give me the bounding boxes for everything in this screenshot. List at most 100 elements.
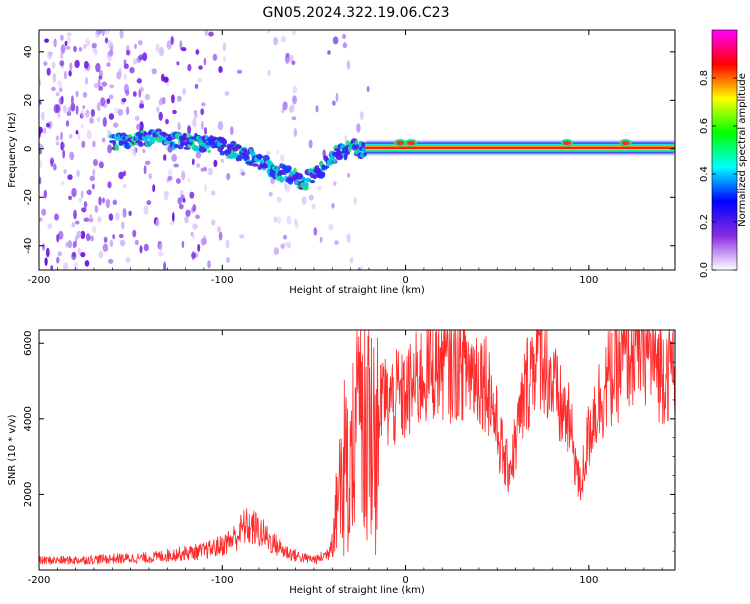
spectrogram-speckle — [138, 54, 144, 61]
spectrogram-speckle — [152, 184, 156, 193]
spectrogram-speckle — [144, 93, 151, 101]
spectrogram-speckle — [203, 126, 208, 135]
spectrogram-speckle — [45, 122, 51, 128]
spectrogram-speckle — [171, 153, 177, 162]
spectrogram-speckle — [196, 163, 201, 168]
colorbar-tick-label: 0.8 — [699, 70, 710, 86]
spectrogram-speckle — [268, 191, 273, 197]
spectrogram-speckle — [187, 178, 191, 183]
spectrogram-frame — [38, 29, 676, 271]
spectrogram-speckle — [78, 197, 83, 203]
spectrogram-carrier-bump — [562, 140, 571, 145]
spectrogram-speckle — [97, 216, 102, 223]
spectrogram-speckle — [39, 159, 43, 169]
spectrogram-speckle — [167, 175, 173, 181]
spectrogram-speckle — [203, 57, 207, 66]
spectrogram-carrier-band — [365, 146, 675, 150]
spectrogram-speckle — [207, 167, 214, 176]
spectrogram-speckle — [276, 196, 282, 203]
spectrogram-speckle — [294, 218, 298, 224]
spectrogram-speckle — [107, 50, 114, 57]
spectrogram-speckle — [119, 30, 124, 39]
spectrogram-speckle — [43, 61, 48, 66]
spectrogram-speckle — [83, 201, 88, 208]
spectrogram-speckle — [39, 217, 43, 222]
spectrogram-speckle — [97, 78, 101, 89]
spectrogram-speckle — [75, 90, 79, 98]
spectrogram-speckle — [104, 37, 109, 44]
spectrogram-speckle — [134, 115, 140, 121]
spectrogram-speckle — [157, 251, 164, 257]
spectrogram-speckle — [89, 175, 96, 182]
snr-x-tick-label: -100 — [211, 575, 234, 586]
spectrogram-speckle — [155, 43, 160, 53]
spectrogram-speckle — [158, 111, 163, 121]
spectrogram-speckle — [69, 151, 75, 161]
spectrogram-ridge-blob — [222, 144, 227, 148]
spectrogram-speckle — [69, 62, 73, 71]
spectrogram-speckle — [101, 137, 106, 143]
spectrogram-speckle — [43, 127, 47, 134]
spectrogram-ridge-blob — [309, 179, 316, 184]
spectrogram-speckle — [109, 94, 114, 100]
spectrogram-speckle — [218, 66, 223, 73]
spectrogram-speckle — [76, 169, 80, 178]
spectrogram-speckle — [109, 84, 114, 89]
spectrogram-speckle — [187, 64, 192, 72]
spectrogram-speckle — [224, 91, 230, 96]
spectrogram-speckle — [267, 30, 271, 34]
spectrogram-speckle — [236, 69, 243, 74]
spectrogram-speckle — [73, 45, 77, 53]
spectrogram-speckle — [334, 240, 339, 246]
spectrogram-speckle — [77, 132, 81, 140]
spectrogram-speckle — [366, 86, 370, 93]
spectrogram-speckle — [86, 189, 92, 196]
spectrogram-speckle — [122, 208, 127, 218]
spectrogram-speckle — [136, 123, 142, 131]
spectrogram-speckle — [137, 40, 143, 46]
spectrogram-speckle — [142, 52, 148, 62]
spectrogram-speckle — [176, 61, 180, 66]
spectrogram-speckle — [158, 99, 162, 106]
spectrogram-speckle — [291, 116, 297, 121]
spectrogram-speckle — [292, 85, 298, 94]
spectrogram-speckle — [91, 225, 97, 234]
spectrogram-speckle — [98, 251, 104, 259]
snr-line — [39, 330, 675, 565]
spectrogram-speckle — [74, 235, 78, 242]
spectrogram-speckle — [181, 240, 185, 249]
spectrogram-speckle — [98, 196, 102, 206]
spectrogram-ridge-blob — [219, 150, 225, 156]
spectrogram-speckle — [80, 252, 86, 258]
spectrogram-ridge-blob — [314, 165, 320, 170]
spectrogram-speckle — [201, 102, 206, 107]
spectrogram-speckle — [71, 252, 77, 261]
spectrogram-speckle — [85, 76, 88, 86]
spectrogram-speckle — [170, 36, 174, 45]
snr-x-tick-label: -200 — [28, 575, 51, 586]
snr-x-tick-label: 0 — [402, 575, 408, 586]
spectrogram-speckle — [181, 47, 187, 52]
spectrogram-speckle — [86, 129, 92, 140]
spectrogram-speckle — [66, 32, 72, 37]
spectrogram-speckle — [163, 76, 169, 83]
spectrogram-speckle — [218, 231, 223, 241]
spectrogram-speckle — [125, 256, 131, 264]
spectrogram-x-tick-label: -200 — [28, 275, 51, 286]
spectrogram-speckle — [346, 233, 351, 243]
spectrogram-y-label: Frequency (Hz) — [7, 112, 18, 188]
spectrogram-noise-speckle — [39, 30, 370, 270]
spectrogram-speckle — [56, 233, 60, 243]
spectrogram-speckle — [291, 60, 296, 65]
colorbar-tick-label: 0.4 — [699, 166, 710, 182]
spectrogram-speckle — [276, 266, 283, 270]
spectrogram-speckle — [156, 106, 160, 113]
snr-y-tick-label: 4000 — [23, 406, 34, 431]
spectrogram-speckle — [332, 36, 339, 45]
spectrogram-speckle — [98, 86, 104, 91]
spectrogram-speckle — [63, 105, 67, 114]
spectrogram-ridge-blob — [162, 133, 169, 137]
spectrogram-speckle — [59, 87, 63, 93]
spectrogram-speckle — [286, 215, 292, 225]
